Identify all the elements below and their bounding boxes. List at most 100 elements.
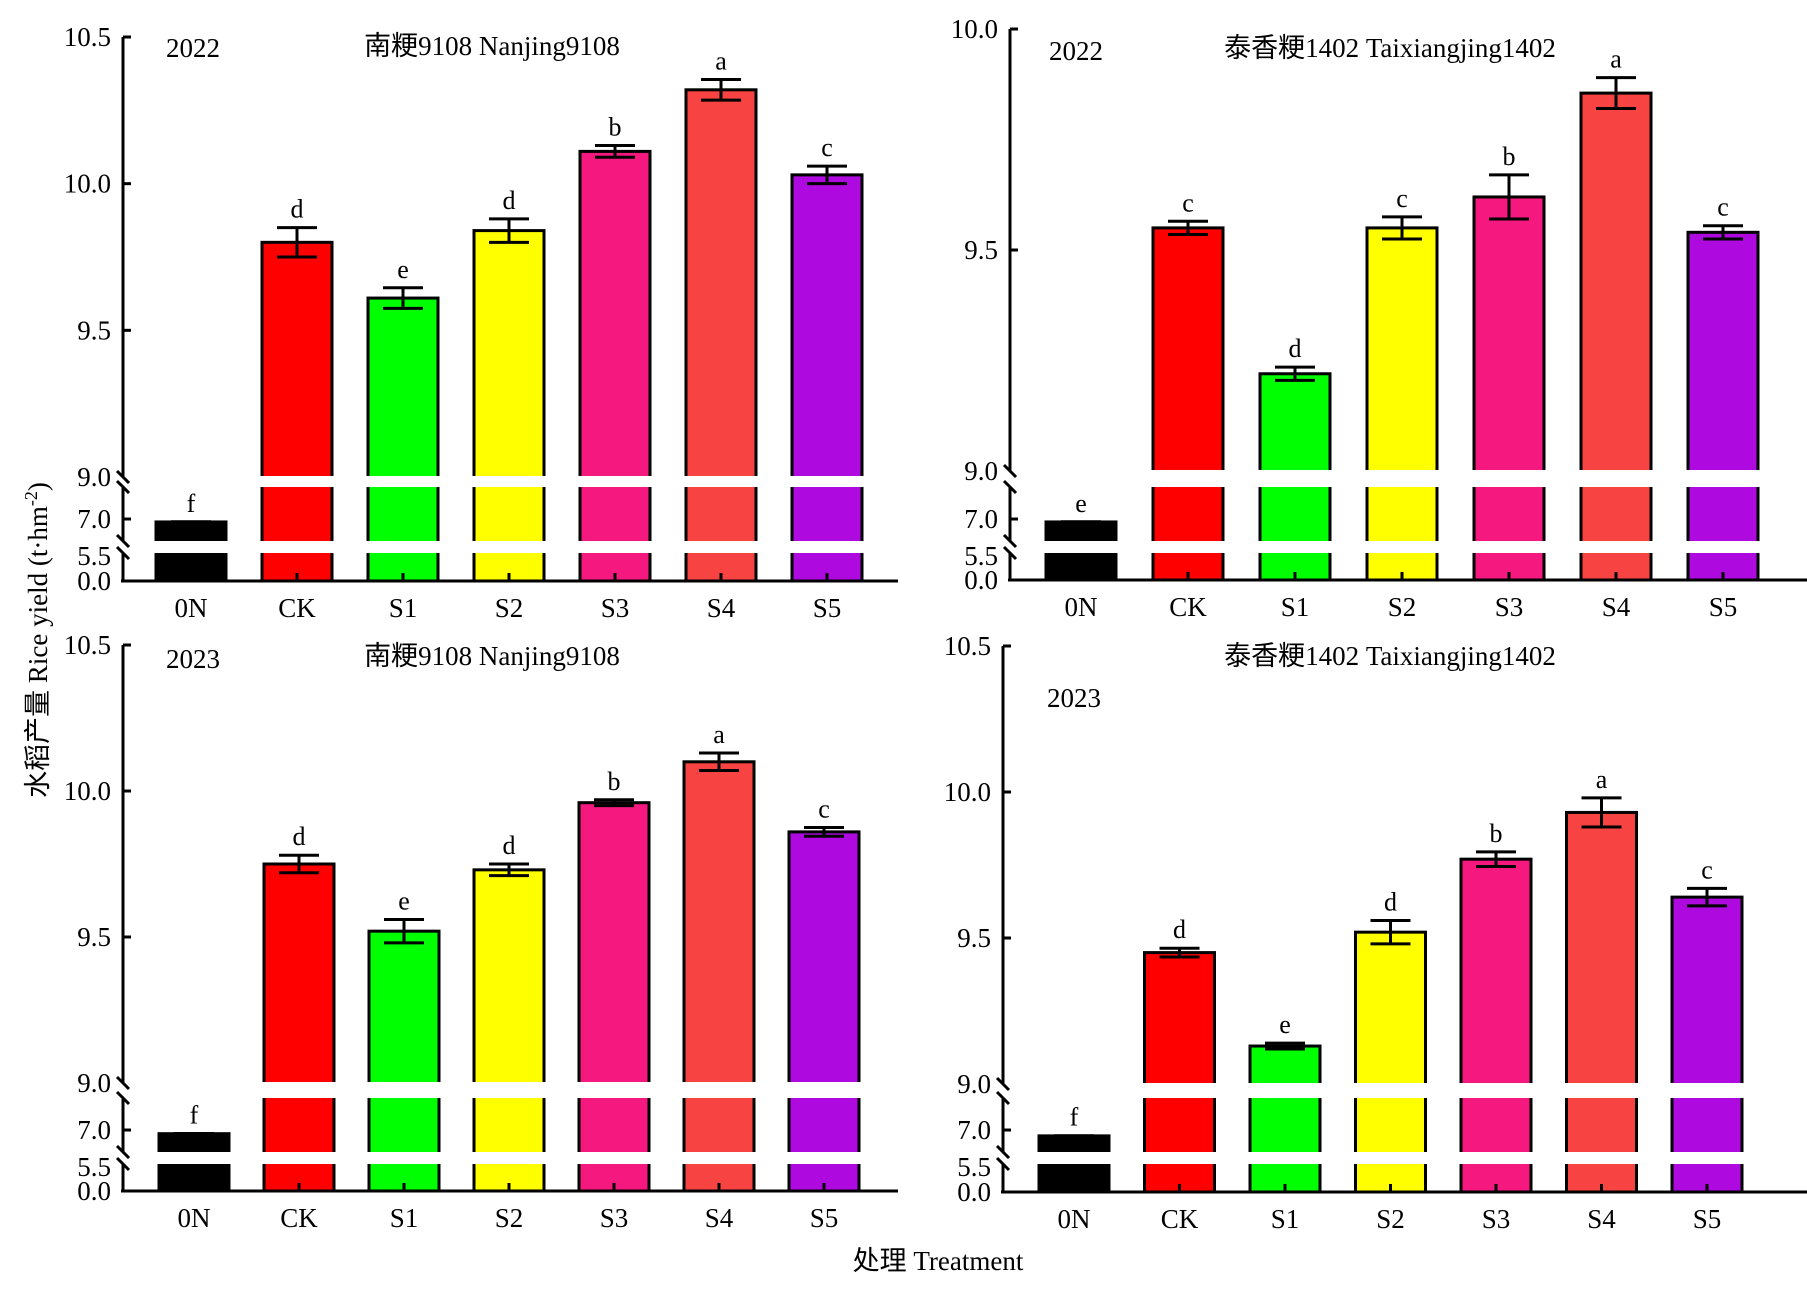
panel-title: 泰香粳1402 Taixiangjing1402 xyxy=(1224,641,1556,671)
y-tick-label-9.5: 9.5 xyxy=(77,315,111,345)
significance-label-S4: a xyxy=(715,47,727,76)
y-tick-label-0.0: 0.0 xyxy=(964,565,998,595)
significance-label-0N: f xyxy=(187,489,196,518)
bar-S2 xyxy=(472,868,546,1193)
x-tick-label-S1: S1 xyxy=(389,593,418,623)
axis-break-gap-upper xyxy=(1005,1083,1807,1098)
x-tick-label-0N: 0N xyxy=(175,593,208,623)
axis-break-mark-1-a xyxy=(115,533,131,549)
axis-break-mark-1-a xyxy=(995,1144,1011,1160)
y-tick-label-9.5: 9.5 xyxy=(957,923,991,953)
x-tick-label-S5: S5 xyxy=(1693,1204,1722,1234)
bar-S3 xyxy=(578,149,652,583)
y-tick-label-10.5: 10.5 xyxy=(64,22,111,52)
chart-panel-2: e 0N c CK d S1 c S2 b S3 a S4 c S5 9.0 9.5 10.0 7.0 5.50.0… xyxy=(951,14,1807,622)
y-tick-label-0.0: 0.0 xyxy=(77,566,111,596)
y-tick-label-5.5: 5.5 xyxy=(77,541,111,571)
bar-CK xyxy=(1151,226,1225,582)
significance-label-S1: e xyxy=(397,255,409,284)
x-tick-label-S3: S3 xyxy=(600,1203,629,1233)
y-tick-label-5.5: 5.5 xyxy=(77,1152,111,1182)
significance-label-S5: c xyxy=(821,133,833,162)
bar-S4 xyxy=(1579,91,1653,582)
axis-break-mark-0-a xyxy=(1002,463,1018,479)
significance-label-S1: d xyxy=(1289,334,1302,363)
chart-panel-3: f 0N d CK e S1 d S2 b S3 a S4 c S5 9.0 9.5 10.0 10.5 7.0 5.… xyxy=(64,630,900,1233)
x-tick-label-S1: S1 xyxy=(1281,592,1310,622)
x-tick-label-S5: S5 xyxy=(813,593,842,623)
significance-label-0N: e xyxy=(1075,489,1087,518)
axis-break-mark-0-b xyxy=(1002,479,1018,495)
axis-break-mark-0-a xyxy=(115,469,131,485)
significance-label-S5: c xyxy=(1701,855,1713,884)
significance-label-S1: e xyxy=(1279,1010,1291,1039)
y-tick-label-9.5: 9.5 xyxy=(77,922,111,952)
significance-label-S2: c xyxy=(1396,184,1408,213)
bar-S1 xyxy=(366,296,440,583)
significance-label-S2: d xyxy=(1384,887,1397,916)
bar-S3 xyxy=(1459,857,1533,1194)
x-tick-label-S2: S2 xyxy=(1388,592,1417,622)
bar-CK xyxy=(262,862,336,1193)
x-tick-label-0N: 0N xyxy=(1058,1204,1091,1234)
axis-break-gap-upper xyxy=(1012,470,1807,487)
chart-panel-4: f 0N d CK e S1 d S2 b S3 a S4 c S5 9.0 9.5 10.0 10.5 7.0 5.… xyxy=(944,631,1807,1234)
bar-S5 xyxy=(1686,230,1760,582)
y-tick-label-5.5: 5.5 xyxy=(964,541,998,571)
significance-label-S5: c xyxy=(818,795,830,824)
y-tick-label-7.0: 7.0 xyxy=(964,504,998,534)
chart-panel-1: f 0N d CK e S1 d S2 b S3 a S4 c S5 9.0 9.5 10.0 10.5 7.0 5.… xyxy=(64,22,900,623)
y-tick-label-10.0: 10.0 xyxy=(951,14,998,44)
significance-label-CK: d xyxy=(293,822,306,851)
axis-break-gap-upper xyxy=(125,476,900,487)
bar-S1 xyxy=(367,929,441,1193)
axis-break-gap-upper xyxy=(125,1082,900,1098)
x-tick-label-S4: S4 xyxy=(1602,592,1631,622)
bar-CK xyxy=(260,240,334,583)
x-tick-label-S3: S3 xyxy=(1482,1204,1511,1234)
panel-title: 南粳9108 Nanjing9108 xyxy=(364,641,620,671)
y-tick-label-5.5: 5.5 xyxy=(957,1152,991,1182)
x-tick-label-0N: 0N xyxy=(178,1203,211,1233)
axis-break-mark-0-a xyxy=(115,1075,131,1091)
axis-break-mark-1-b xyxy=(115,545,131,561)
y-tick-label-7.0: 7.0 xyxy=(77,1115,111,1145)
significance-label-S3: b xyxy=(1503,142,1516,171)
y-tick-label-9.5: 9.5 xyxy=(964,235,998,265)
y-axis-title-superscript: -2 xyxy=(21,491,41,506)
y-tick-label-0.0: 0.0 xyxy=(957,1177,991,1207)
bar-S4 xyxy=(682,760,756,1193)
bar-S2 xyxy=(472,229,546,583)
y-tick-label-10.5: 10.5 xyxy=(944,631,991,661)
panel-title: 泰香粳1402 Taixiangjing1402 xyxy=(1224,33,1556,63)
x-tick-label-CK: CK xyxy=(1169,592,1207,622)
x-tick-label-S5: S5 xyxy=(1709,592,1738,622)
x-tick-label-CK: CK xyxy=(1161,1204,1199,1234)
bar-S1 xyxy=(1248,1044,1322,1194)
bar-S5 xyxy=(1670,895,1744,1194)
significance-label-S3: b xyxy=(609,113,622,142)
y-tick-label-10.5: 10.5 xyxy=(64,630,111,660)
panel-year-label: 2023 xyxy=(1047,683,1101,713)
axis-break-mark-0-b xyxy=(115,1090,131,1106)
axis-break-gap-lower xyxy=(1012,541,1807,553)
x-axis-title: 处理 Treatment xyxy=(853,1246,1024,1276)
significance-label-S5: c xyxy=(1717,193,1729,222)
significance-label-CK: c xyxy=(1182,188,1194,217)
y-axis-title-main: 水稻产量 Rice yield (t·hm xyxy=(23,506,53,798)
axis-break-mark-1-a xyxy=(1002,533,1018,549)
axis-break-gap-lower xyxy=(125,541,900,553)
bar-S5 xyxy=(787,830,861,1193)
axis-break-mark-1-b xyxy=(115,1156,131,1172)
bar-S4 xyxy=(684,88,758,583)
x-tick-label-S4: S4 xyxy=(705,1203,734,1233)
significance-label-S4: a xyxy=(713,720,725,749)
x-tick-label-S1: S1 xyxy=(390,1203,419,1233)
y-tick-label-7.0: 7.0 xyxy=(77,504,111,534)
x-tick-label-S3: S3 xyxy=(601,593,630,623)
significance-label-S3: b xyxy=(1490,819,1503,848)
axis-break-mark-1-a xyxy=(115,1144,131,1160)
x-tick-label-S2: S2 xyxy=(495,1203,524,1233)
axis-break-gap-lower xyxy=(125,1152,900,1164)
